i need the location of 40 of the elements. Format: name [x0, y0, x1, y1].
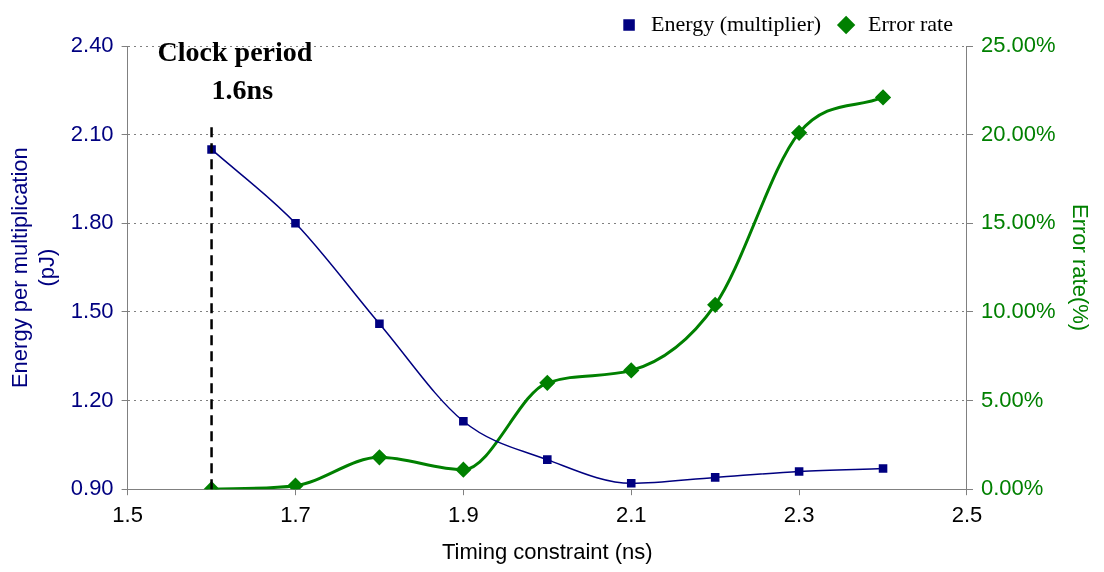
- point: [539, 375, 555, 391]
- y2-tick-label: 25.00%: [980, 32, 1056, 58]
- point: [371, 449, 387, 465]
- y2-tick-label: 0.00%: [980, 475, 1044, 501]
- point: [543, 455, 552, 464]
- point: [623, 362, 639, 378]
- y2-tick-label: 5.00%: [980, 386, 1044, 412]
- point: [375, 319, 384, 329]
- point: [287, 478, 303, 490]
- y2-axis-title: Error rate(%): [1067, 204, 1093, 332]
- point: [791, 125, 807, 141]
- point: [459, 416, 468, 426]
- ref-line-label: Clock period 1.6ns: [157, 36, 313, 106]
- x-tick-label: 1.9: [448, 502, 479, 528]
- y-tick-label: 2.40: [70, 32, 114, 58]
- x-tick-label: 2.5: [951, 502, 983, 528]
- y-tick-label: 1.50: [70, 297, 114, 323]
- point: [455, 462, 471, 478]
- y-axis-title: Energy per multiplication (pJ): [7, 147, 59, 389]
- y-tick-label: 1.80: [70, 209, 114, 235]
- point: [794, 467, 804, 476]
- y-tick-label: 1.20: [70, 386, 114, 412]
- y2-tick-label: 20.00%: [980, 120, 1056, 146]
- y-tick-label: 0.90: [70, 475, 114, 501]
- x-tick-label: 1.7: [280, 502, 311, 528]
- y-tick-label: 2.10: [70, 120, 114, 146]
- x-tick-label: 1.5: [112, 502, 143, 528]
- y2-tick-label: 15.00%: [980, 209, 1056, 235]
- x-axis-title: Timing constraint (ns): [441, 538, 653, 564]
- x-tick-label: 2.3: [783, 502, 815, 528]
- point: [875, 89, 891, 105]
- point: [878, 464, 888, 473]
- point: [707, 297, 723, 313]
- x-tick-label: 2.1: [615, 502, 647, 528]
- point: [291, 218, 300, 228]
- legend-label: Error rate: [868, 10, 953, 36]
- point: [710, 473, 720, 482]
- point: [626, 479, 636, 488]
- legend-label: Energy (multiplier): [651, 10, 822, 36]
- y2-tick-label: 10.00%: [980, 297, 1056, 323]
